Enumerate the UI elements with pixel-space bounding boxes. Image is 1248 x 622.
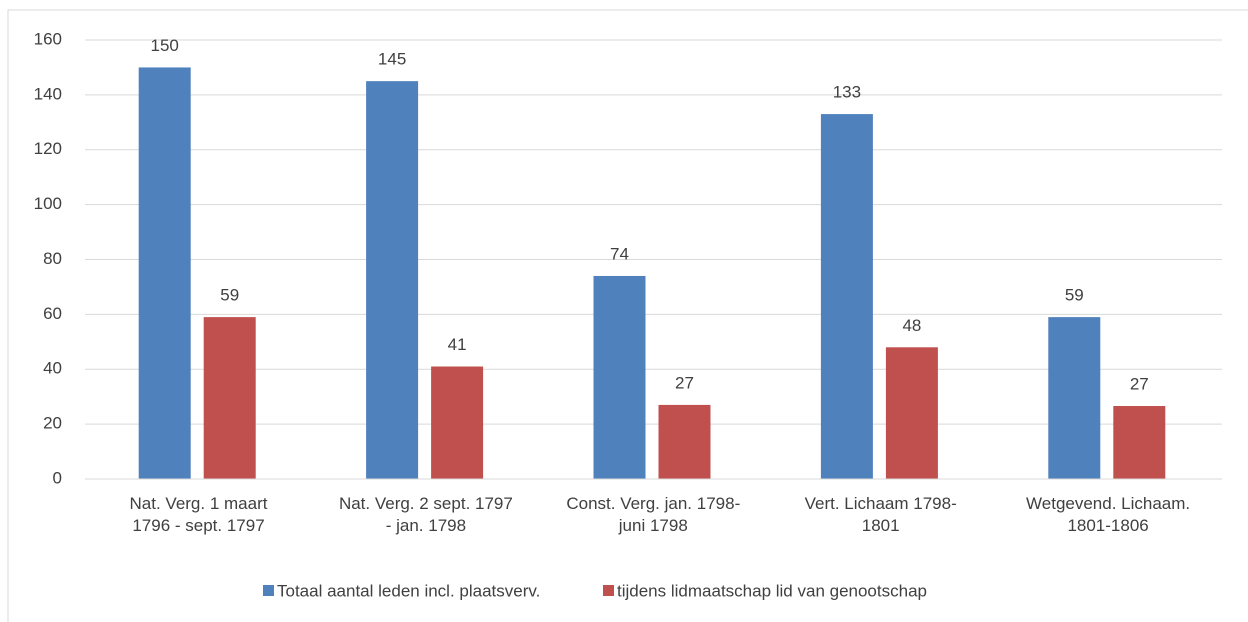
- legend-swatch: [603, 585, 614, 596]
- bar: [1048, 317, 1101, 479]
- chart-border: [7, 9, 1248, 622]
- x-tick-label: Wetgevend. Lichaam. 1801-1806: [1026, 494, 1191, 535]
- y-tick-label: 0: [53, 468, 62, 487]
- legend-label: tijdens lidmaatschap lid van genootschap: [617, 581, 927, 600]
- data-label: 150: [151, 36, 179, 55]
- bar: [658, 404, 711, 479]
- data-label: 48: [902, 316, 921, 335]
- x-tick-label: Vert. Lichaam 1798- 1801: [804, 494, 957, 535]
- bar: [593, 275, 646, 479]
- y-tick-label: 100: [34, 194, 62, 213]
- legend-label: Totaal aantal leden incl. plaatsverv.: [277, 581, 540, 600]
- data-label: 133: [833, 83, 861, 102]
- y-tick-label: 120: [34, 139, 62, 158]
- x-tick-label: Nat. Verg. 2 sept. 1797 - jan. 1798: [338, 494, 513, 535]
- data-label: 27: [675, 373, 694, 392]
- bar: [203, 317, 256, 479]
- legend-swatch: [263, 585, 274, 596]
- y-tick-label: 20: [43, 414, 62, 433]
- y-tick-label: 160: [34, 29, 62, 48]
- y-tick-label: 60: [43, 304, 62, 323]
- bar: [885, 347, 938, 479]
- data-label: 74: [610, 244, 629, 263]
- y-tick-label: 40: [43, 359, 62, 378]
- data-label: 145: [378, 50, 406, 69]
- bar: [1113, 406, 1166, 479]
- data-label: 59: [220, 286, 239, 305]
- data-label: 27: [1130, 375, 1149, 394]
- y-tick-label: 80: [43, 249, 62, 268]
- data-label: 41: [448, 335, 467, 354]
- x-tick-label: Nat. Verg. 1 maart 1796 - sept. 1797: [129, 494, 268, 535]
- y-tick-label: 140: [34, 84, 62, 103]
- bar: [366, 81, 419, 479]
- bar: [138, 67, 191, 479]
- data-label: 59: [1065, 286, 1084, 305]
- bar: [431, 366, 484, 479]
- bar: [820, 114, 873, 480]
- x-tick-label: Const. Verg. jan. 1798- juni 1798: [566, 494, 741, 535]
